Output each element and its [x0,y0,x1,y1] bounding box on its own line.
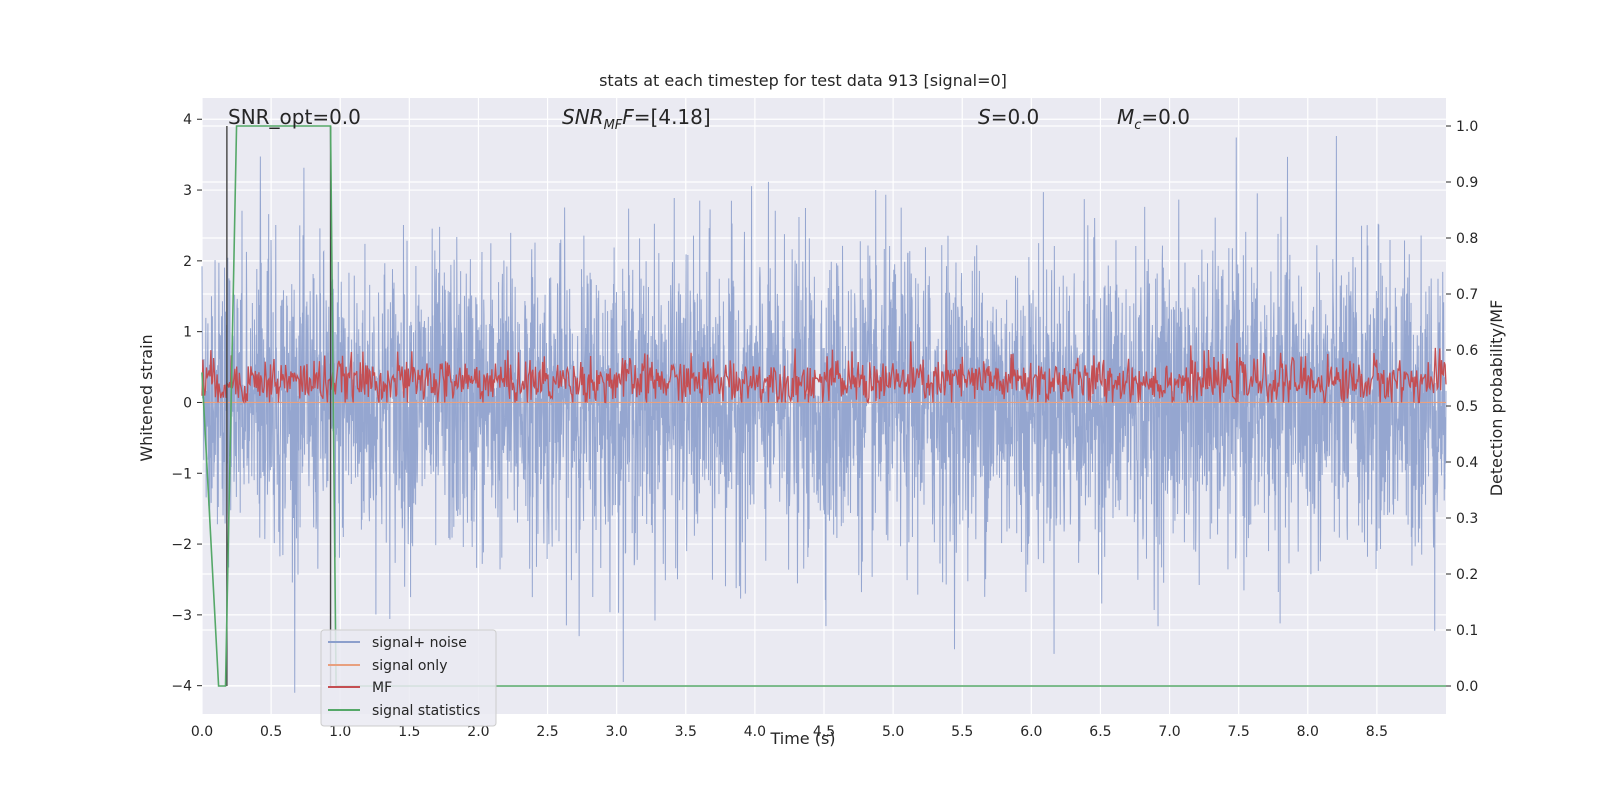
y-tick-label: 2 [183,254,192,270]
y-tick-label: 0 [183,395,192,411]
y2-axis-label: Detection probability/MF [1487,300,1506,497]
y-tick-label: 1 [183,325,192,341]
y2-tick-label: 0.3 [1456,511,1478,527]
y-tick-label: −2 [171,537,192,553]
signal-noise-line [201,136,1447,693]
y2-tick-label: 0.7 [1456,287,1478,303]
legend-frame [320,629,497,727]
y-axis-label: Whitened strain [137,334,156,461]
x-tick-label: 0.5 [260,724,282,740]
x-tick-labels: 0.0 0.5 1.0 1.5 2.0 2.5 3.0 3.5 4.0 4.5 5.0 5.5 6.0 6… [191,724,1388,740]
x-axis-label: Time (s) [769,729,835,748]
x-tick-label: 5.5 [951,724,973,740]
mf-line [201,341,1447,405]
legend-label-signal-only: signal only [372,658,447,674]
legend: signal+ noise signal only MF signal stat… [320,629,497,727]
x-tick-label: 4.0 [744,724,766,740]
x-tick-label: 2.0 [467,724,489,740]
x-tick-label: 3.5 [675,724,697,740]
y2-tick-label: 0.6 [1456,343,1478,359]
x-tick-label: 2.5 [536,724,558,740]
x-tick-label: 8.5 [1366,724,1388,740]
snr-mf-value: =[4.18] [634,105,711,129]
snr-mf-f: F [622,105,634,129]
mf-series [201,341,1447,405]
y2-tick-label: 0.5 [1456,399,1478,415]
x-tick-label: 7.0 [1158,724,1180,740]
x-tick-label: 6.0 [1020,724,1042,740]
x-tick-label: 7.5 [1228,724,1250,740]
s-value: =0.0 [991,105,1040,129]
y-tick-label: −1 [171,466,192,482]
mc-subscript: c [1134,118,1141,133]
x-tick-label: 3.0 [606,724,628,740]
snr-opt-annotation: SNR_opt=0.0 [228,105,361,129]
x-tick-label: 0.0 [191,724,213,740]
mc-value: =0.0 [1141,105,1190,129]
snr-mf-base: SNR [562,105,604,129]
x-tick-label: 6.5 [1089,724,1111,740]
legend-label-signal-statistics: signal statistics [372,703,480,719]
y-tick-label: −4 [171,679,192,695]
y-tick-labels: 4 3 2 1 0 −1 −2 −3 −4 [171,112,202,695]
s-annotation: S=0.0 [978,105,1039,129]
y2-tick-label: 0.2 [1456,567,1478,583]
y2-tick-label: 0.0 [1456,679,1478,695]
y2-tick-labels: 1.0 0.9 0.8 0.7 0.6 0.5 0.4 0.3 0.2 0.1 0.0 [1446,119,1478,695]
y2-tick-label: 0.1 [1456,623,1478,639]
y-tick-label: 3 [183,183,192,199]
mc-annotation: Mc=0.0 [1117,105,1190,133]
x-tick-label: 4.5 [813,724,835,740]
x-tick-label: 1.0 [329,724,351,740]
y2-tick-label: 0.9 [1456,175,1478,191]
y2-tick-label: 0.4 [1456,455,1478,471]
snr-mf-annotation: SNRMFF=[4.18] [562,105,711,133]
y-tick-label: −3 [171,608,192,624]
legend-label-signal-noise: signal+ noise [372,635,467,651]
legend-label-mf: MF [372,680,392,696]
y2-tick-label: 1.0 [1456,119,1478,135]
snr-mf-subscript: MF [604,118,623,133]
s-base: S [978,105,991,129]
x-tick-label: 1.5 [398,724,420,740]
chart-title: stats at each timestep for test data 913… [599,71,1007,90]
x-tick-label: 5.0 [882,724,904,740]
y-tick-label: 4 [183,112,192,128]
mc-base: M [1117,105,1134,129]
signal-noise-series [201,136,1447,693]
x-tick-label: 8.0 [1297,724,1319,740]
y2-tick-label: 0.8 [1456,231,1478,247]
